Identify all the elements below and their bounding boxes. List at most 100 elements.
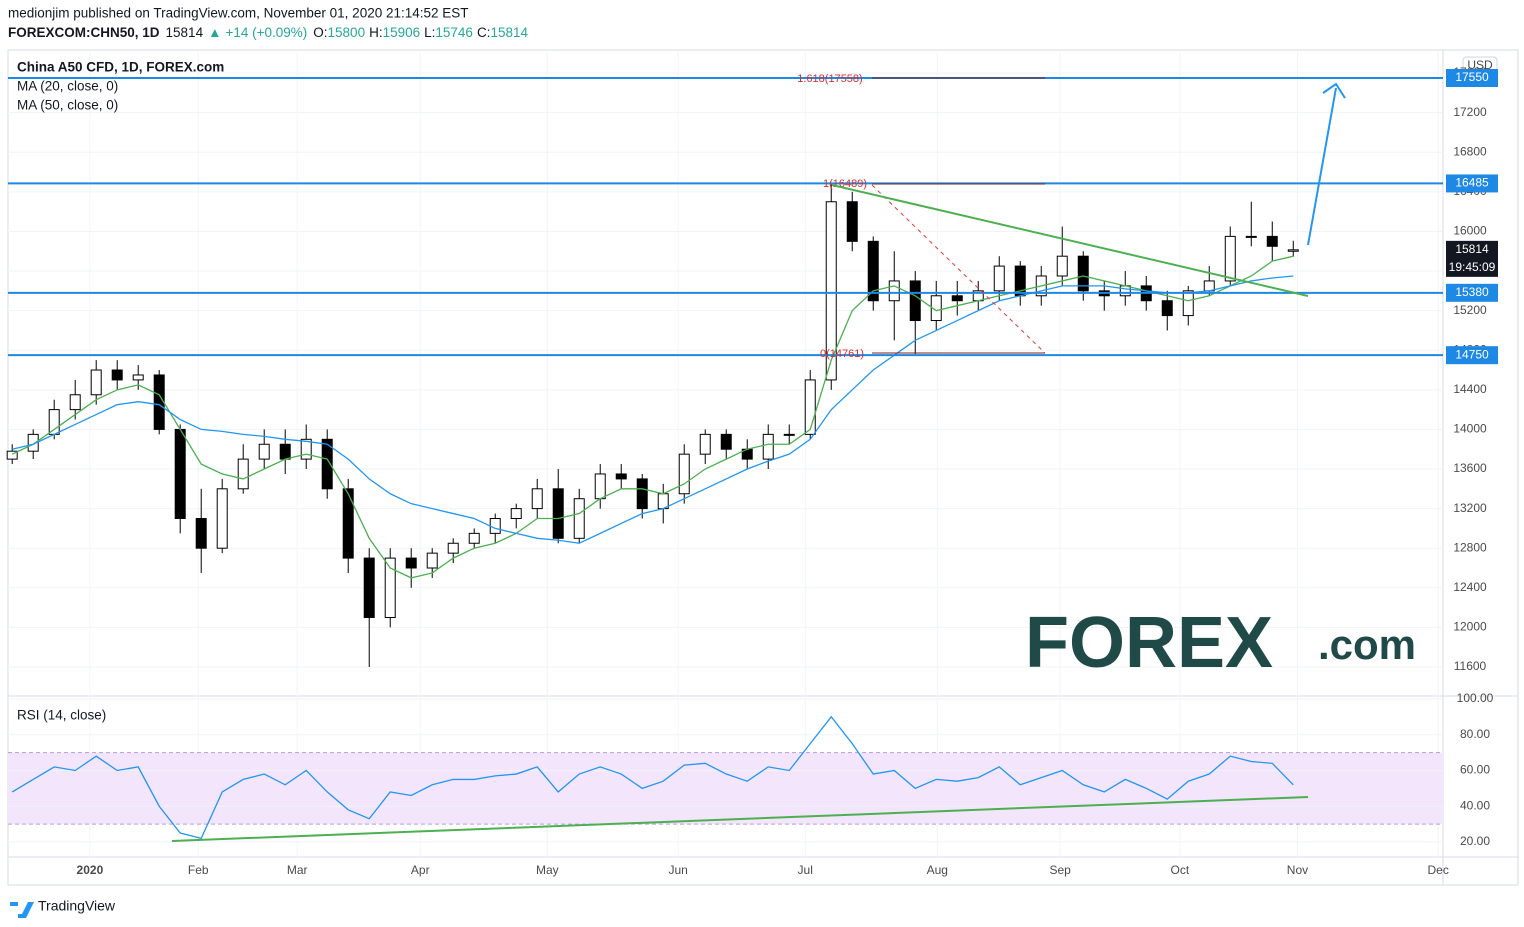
level-label-box [1446, 174, 1498, 193]
candle-body [636, 478, 648, 510]
x-tick-label: Nov [1287, 863, 1308, 877]
moving-average [11, 255, 1294, 579]
symbol-line: FOREXCOM:CHN50, 1D 15814 ▲ +14 (+0.09%) O:15… [8, 25, 528, 40]
y-tick-label: 16000 [1453, 224, 1487, 238]
c-label: C: [477, 25, 491, 40]
brand: TradingView [38, 898, 116, 914]
x-tick-label: Oct [1171, 863, 1190, 877]
currency: USD [1467, 58, 1493, 72]
candle-body [804, 379, 816, 435]
x-tick-label: Jul [798, 863, 813, 877]
rsi-trendline [171, 796, 1309, 842]
watermark-suffix: .com [1318, 621, 1416, 668]
candle-body [153, 374, 165, 430]
y-tick-label: 17200 [1453, 105, 1487, 119]
symbol: FOREXCOM:CHN50, 1D [8, 25, 160, 40]
candle-body [132, 374, 144, 381]
candle-body [1266, 235, 1278, 247]
candle-body [258, 443, 270, 460]
last: 15814 [166, 25, 204, 40]
candle-body [951, 295, 963, 302]
x-tick-label: Aug [927, 863, 948, 877]
y-tick-label: 12400 [1453, 580, 1487, 594]
candle-body [279, 443, 291, 460]
fib-label: 1.618(17558) [797, 73, 862, 85]
candle-body [174, 428, 186, 520]
candle-body [615, 473, 627, 480]
candle-body [930, 295, 942, 322]
level-label: 17550 [1455, 70, 1489, 84]
candle-body [762, 433, 774, 460]
arrow-line [1307, 87, 1337, 246]
h-label: H: [369, 25, 383, 40]
candle-body [783, 433, 795, 436]
candle-body [48, 409, 60, 435]
level-label-box [1446, 346, 1498, 365]
o: 15800 [328, 25, 366, 40]
last-price-box [1446, 240, 1498, 277]
candle-body [909, 280, 921, 322]
candle-body [363, 557, 375, 618]
rsi-tick-label: 20.00 [1460, 834, 1490, 848]
candle-body [384, 557, 396, 618]
countdown: 19:45:09 [1449, 260, 1496, 274]
candle-body [1224, 235, 1236, 282]
candle-body [510, 508, 522, 520]
candle-body [426, 552, 438, 569]
price-title: China A50 CFD, 1D, FOREX.com [17, 60, 224, 75]
candle-body [1245, 235, 1257, 238]
fib-diagonal [871, 184, 1046, 354]
arrow-head [1322, 82, 1346, 99]
level-label-box [1446, 283, 1498, 302]
last-price: 15814 [1455, 242, 1489, 256]
candle-body [489, 518, 501, 534]
rsi-tick-label: 60.00 [1460, 763, 1490, 777]
y-tick-label: 14400 [1453, 382, 1487, 396]
under-layer [8, 50, 1443, 857]
publisher: medionjim published on TradingView.com, … [8, 6, 469, 21]
candle-body [573, 498, 585, 539]
candle-body [531, 488, 543, 510]
watermark: FOREX [1025, 603, 1273, 683]
candle-body [846, 201, 858, 242]
x-tick-label: Jun [668, 863, 687, 877]
o-label: O: [313, 25, 327, 40]
y-tick-label: 13200 [1453, 501, 1487, 515]
y-tick-label: 12000 [1453, 620, 1487, 634]
candle-body [195, 518, 207, 549]
candle-body [111, 369, 123, 381]
rsi-line [11, 715, 1294, 840]
x-tick-label: Mar [287, 863, 308, 877]
trendline [831, 184, 1309, 297]
candle-body [867, 240, 879, 302]
candle-body [300, 438, 312, 460]
y-tick-label: 15200 [1453, 303, 1487, 317]
candle-body [69, 394, 81, 411]
rsi-tick-label: 40.00 [1460, 798, 1490, 812]
series-layer [6, 77, 1443, 840]
x-tick-label: May [536, 863, 559, 877]
candle-body [1161, 300, 1173, 317]
candle-body [27, 433, 39, 452]
legend-ma50: MA (50, close, 0) [17, 98, 118, 113]
candle-body [699, 433, 711, 455]
x-tick-label: Feb [188, 863, 209, 877]
fib-label: 1(16489) [823, 178, 867, 190]
candle-body [678, 453, 690, 495]
candle-body [468, 532, 480, 544]
fib-label: 0(14761) [820, 348, 864, 360]
frame [7, 49, 1519, 886]
y-tick-label: 12800 [1453, 540, 1487, 554]
l: 15746 [435, 25, 473, 40]
candle-body [1182, 290, 1194, 317]
level-label: 16485 [1455, 176, 1489, 190]
y-tick-label: 16800 [1453, 144, 1487, 158]
arrow: ▲ [208, 25, 221, 40]
brand-logo [10, 902, 34, 918]
candle-body [90, 369, 102, 396]
candle-body [1287, 249, 1299, 252]
l-label: L: [424, 25, 435, 40]
level-label: 14750 [1455, 347, 1489, 361]
